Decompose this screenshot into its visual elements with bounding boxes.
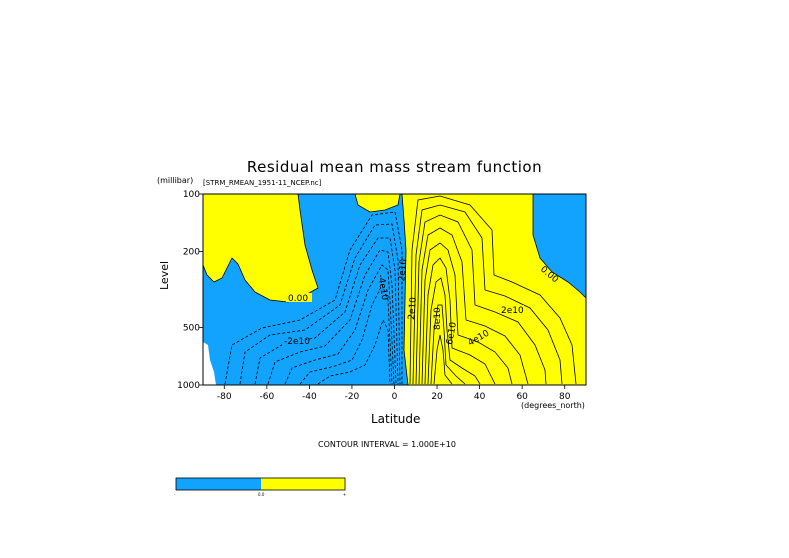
- x-tick-label: 60: [516, 392, 528, 402]
- negative-contours: [224, 211, 403, 385]
- colorbar-negative: [176, 478, 261, 490]
- x-tick-label: 40: [474, 392, 486, 402]
- colorbar-positive: [261, 478, 345, 490]
- contour-label-0: 0.00: [288, 294, 308, 304]
- positive-contours: [409, 195, 577, 385]
- y-tick-label: 200: [183, 247, 200, 257]
- contour-label-6: 6e10: [445, 321, 459, 345]
- y-unit-label: (millibar): [157, 176, 194, 185]
- x-tick-label: 20: [431, 392, 443, 402]
- chart-title: Residual mean mass stream function: [246, 158, 543, 176]
- plot-area: 0.00 -2e10 -4e10 -2e10 2e10 4e10 6e10 8e…: [202, 193, 587, 386]
- y-tick-label: 500: [183, 324, 200, 334]
- contour-label-7: 8e10: [433, 307, 443, 330]
- colorbar-label-left: -: [174, 492, 176, 497]
- x-tick-label: -40: [302, 392, 317, 402]
- contour-label-8: 2e10: [407, 296, 419, 320]
- y-tick-label: 1000: [177, 381, 200, 391]
- missing-region: [203, 342, 216, 385]
- colorbar-label-mid: 0.0: [258, 492, 265, 497]
- x-tick-label: -20: [345, 392, 360, 402]
- x-tick-label: -60: [259, 392, 274, 402]
- x-unit-label: (degrees_north): [521, 401, 585, 410]
- colorbar-label-right: +: [343, 492, 346, 497]
- x-axis-ticks: -80 -60 -40 -20 0 20 40 60 80: [217, 385, 571, 402]
- contour-interval-note: CONTOUR INTERVAL = 1.000E+10: [318, 440, 456, 449]
- x-axis-label: Latitude: [371, 412, 421, 426]
- x-tick-label: 0: [392, 392, 398, 402]
- colorbar: - 0.0 +: [174, 477, 346, 497]
- x-tick-label: -80: [217, 392, 232, 402]
- contour-label-3: -2e10: [397, 258, 409, 285]
- subtitle-file-label: [STRM_RMEAN_1951-11_NCEP.nc]: [203, 179, 322, 187]
- contour-label-4: 2e10: [501, 306, 524, 316]
- y-axis-ticks: 100 200 500 1000: [177, 190, 203, 391]
- x-tick-label: 80: [559, 392, 571, 402]
- contour-label-2: -4e10: [375, 274, 389, 302]
- contour-label-1: -2e10: [284, 337, 310, 347]
- colorbar-frame: [175, 477, 346, 491]
- y-tick-label: 100: [183, 190, 200, 200]
- positive-region-left: [202, 193, 319, 303]
